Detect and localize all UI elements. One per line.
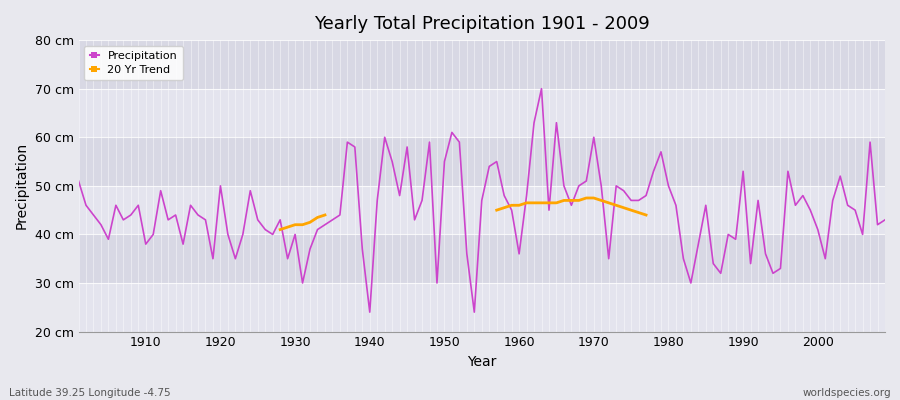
Precipitation [364,310,375,314]
Precipitation [521,193,532,198]
20 Yr Trend [297,222,308,227]
Line: 20 Yr Trend: 20 Yr Trend [280,215,325,230]
Title: Yearly Total Precipitation 1901 - 2009: Yearly Total Precipitation 1901 - 2009 [314,15,650,33]
20 Yr Trend [283,225,293,230]
Y-axis label: Precipitation: Precipitation [15,142,29,230]
Line: Precipitation: Precipitation [78,89,885,312]
Precipitation [342,140,353,144]
Precipitation [297,281,308,286]
Precipitation [514,252,525,256]
20 Yr Trend [274,227,285,232]
20 Yr Trend [320,212,330,217]
Bar [78,283,885,332]
Text: worldspecies.org: worldspecies.org [803,388,891,398]
Precipitation [73,178,84,183]
Bar [78,40,885,89]
20 Yr Trend [312,215,323,220]
20 Yr Trend [290,222,301,227]
Bar [78,186,885,234]
X-axis label: Year: Year [467,355,497,369]
Precipitation [879,218,890,222]
Text: Latitude 39.25 Longitude -4.75: Latitude 39.25 Longitude -4.75 [9,388,171,398]
Precipitation [618,188,629,193]
Bar [78,89,885,137]
Bar [78,137,885,186]
Precipitation [536,86,547,91]
Precipitation [133,203,144,208]
20 Yr Trend [304,220,315,225]
Bar [78,234,885,283]
Legend: Precipitation, 20 Yr Trend: Precipitation, 20 Yr Trend [84,46,183,80]
